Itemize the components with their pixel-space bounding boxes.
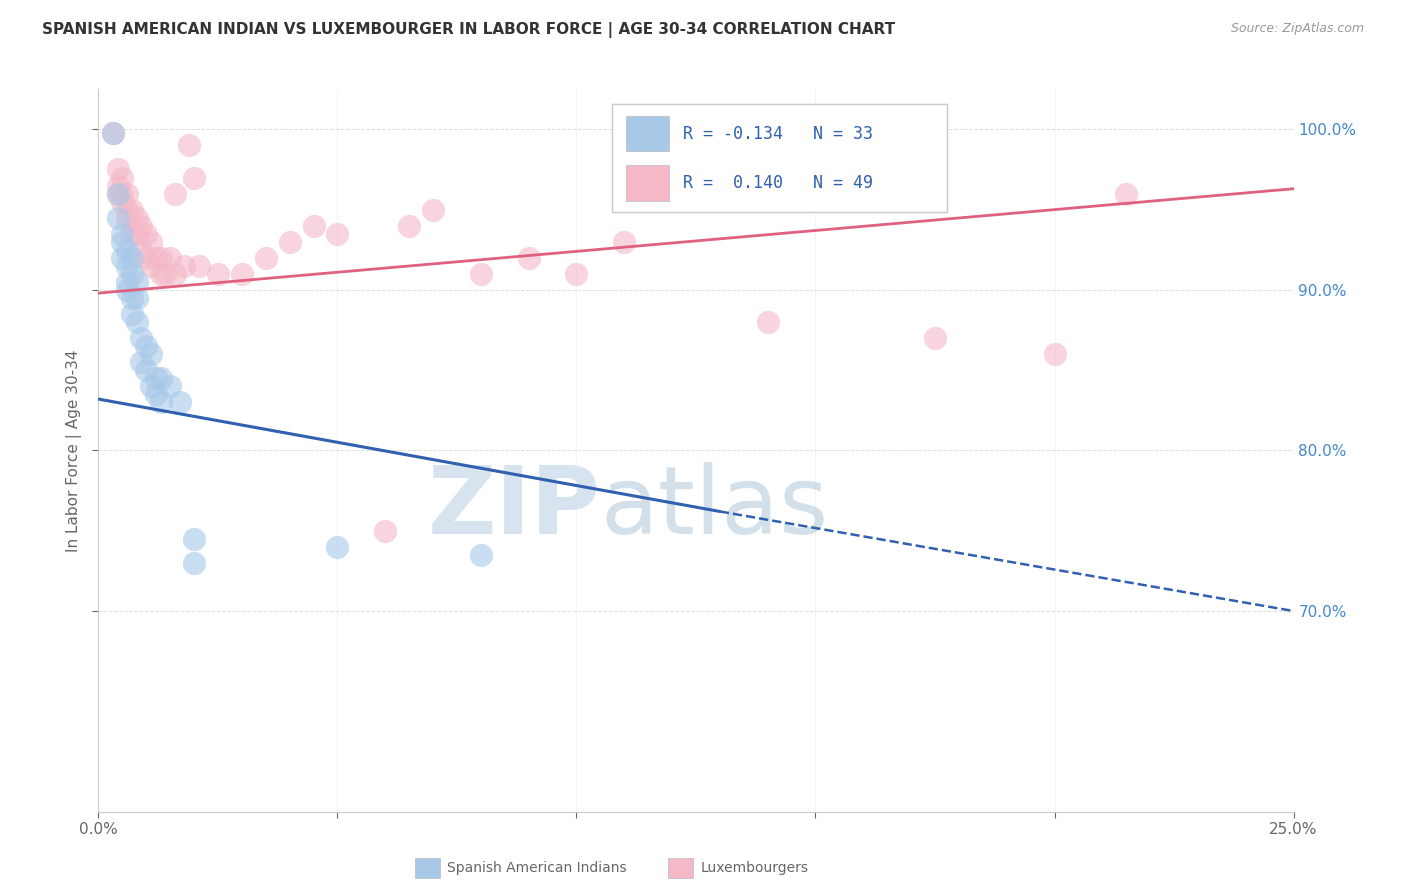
Point bbox=[111, 186, 134, 201]
Point bbox=[131, 219, 153, 233]
Point bbox=[131, 355, 153, 369]
Point bbox=[139, 379, 162, 393]
Point bbox=[422, 202, 444, 217]
Text: Spanish American Indians: Spanish American Indians bbox=[447, 861, 627, 875]
Point bbox=[149, 251, 172, 265]
Point bbox=[115, 202, 138, 217]
Point bbox=[149, 267, 172, 281]
Point bbox=[470, 267, 492, 281]
Point bbox=[115, 275, 138, 289]
Point bbox=[135, 251, 157, 265]
Text: ZIP: ZIP bbox=[427, 462, 600, 554]
Point bbox=[470, 548, 492, 562]
Point bbox=[1115, 186, 1137, 201]
Point bbox=[125, 275, 148, 289]
Point bbox=[121, 267, 143, 281]
Point bbox=[1043, 347, 1066, 361]
Point bbox=[125, 315, 148, 329]
Point bbox=[115, 211, 138, 225]
Point bbox=[169, 395, 191, 409]
Point bbox=[139, 347, 162, 361]
Point bbox=[111, 251, 134, 265]
Point bbox=[374, 524, 396, 538]
Point bbox=[101, 126, 124, 140]
Point bbox=[163, 186, 186, 201]
Point bbox=[121, 219, 143, 233]
Point bbox=[254, 251, 277, 265]
Point bbox=[107, 162, 129, 177]
Point bbox=[111, 194, 134, 209]
Point bbox=[159, 251, 181, 265]
Point bbox=[207, 267, 229, 281]
Point bbox=[517, 251, 540, 265]
Point bbox=[179, 138, 201, 153]
Point bbox=[107, 186, 129, 201]
Point bbox=[115, 243, 138, 257]
Point bbox=[149, 371, 172, 385]
Point bbox=[121, 202, 143, 217]
Point bbox=[183, 532, 205, 546]
Point bbox=[183, 170, 205, 185]
Point bbox=[145, 371, 167, 385]
Point bbox=[111, 235, 134, 249]
Text: atlas: atlas bbox=[600, 462, 828, 554]
Point bbox=[565, 267, 588, 281]
Point bbox=[278, 235, 301, 249]
Point bbox=[115, 186, 138, 201]
Point bbox=[135, 363, 157, 377]
Point bbox=[125, 227, 148, 241]
Point bbox=[139, 235, 162, 249]
Point bbox=[115, 283, 138, 297]
Point bbox=[326, 540, 349, 554]
Point bbox=[163, 267, 186, 281]
Point bbox=[125, 211, 148, 225]
Point bbox=[155, 267, 177, 281]
Point bbox=[187, 259, 209, 273]
Point bbox=[302, 219, 325, 233]
Point bbox=[135, 339, 157, 353]
Y-axis label: In Labor Force | Age 30-34: In Labor Force | Age 30-34 bbox=[66, 349, 82, 552]
Point bbox=[159, 379, 181, 393]
Point bbox=[107, 178, 129, 193]
Point bbox=[613, 235, 636, 249]
Point bbox=[139, 259, 162, 273]
Point bbox=[121, 307, 143, 321]
Text: Source: ZipAtlas.com: Source: ZipAtlas.com bbox=[1230, 22, 1364, 36]
Text: SPANISH AMERICAN INDIAN VS LUXEMBOURGER IN LABOR FORCE | AGE 30-34 CORRELATION C: SPANISH AMERICAN INDIAN VS LUXEMBOURGER … bbox=[42, 22, 896, 38]
Point bbox=[115, 259, 138, 273]
Point bbox=[121, 251, 143, 265]
Point bbox=[135, 227, 157, 241]
Point bbox=[145, 251, 167, 265]
Point bbox=[145, 387, 167, 401]
Point bbox=[107, 186, 129, 201]
Point bbox=[101, 126, 124, 140]
Point bbox=[183, 556, 205, 570]
Point bbox=[231, 267, 253, 281]
Point bbox=[149, 395, 172, 409]
Point bbox=[121, 291, 143, 305]
Point bbox=[173, 259, 195, 273]
Point bbox=[125, 291, 148, 305]
Point bbox=[924, 331, 946, 345]
Point bbox=[107, 211, 129, 225]
Point bbox=[326, 227, 349, 241]
Point bbox=[131, 331, 153, 345]
Point bbox=[398, 219, 420, 233]
Point bbox=[111, 227, 134, 241]
Point bbox=[121, 227, 143, 241]
Point bbox=[131, 243, 153, 257]
Text: Luxembourgers: Luxembourgers bbox=[700, 861, 808, 875]
Point bbox=[111, 170, 134, 185]
Point bbox=[756, 315, 779, 329]
